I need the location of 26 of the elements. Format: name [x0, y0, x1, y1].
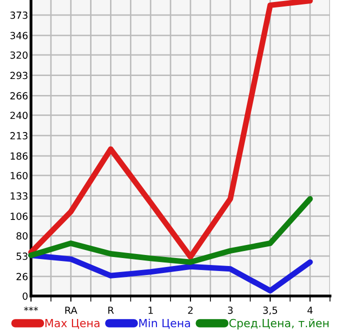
y-tick-label: 240	[10, 112, 28, 120]
x-tick-label: 1	[148, 306, 153, 314]
x-tick-label: 2	[188, 306, 193, 314]
y-tick-label: 293	[10, 72, 28, 80]
y-tick-label: 373	[10, 12, 28, 19]
y-tick-label: 160	[10, 172, 28, 180]
y-tick-label: 0	[22, 292, 28, 300]
y-tick-label: 213	[10, 132, 28, 140]
legend-label: Max Цена	[45, 319, 100, 329]
y-tick-label: 133	[10, 192, 28, 200]
x-tick-label: R	[108, 306, 114, 314]
y-tick-label: 266	[10, 92, 28, 100]
y-tick-label: 26	[16, 272, 28, 280]
x-tick-label: 3	[228, 306, 233, 314]
x-tick-label: 3,5	[263, 306, 278, 315]
y-tick-label: 106	[10, 212, 28, 220]
x-tick-label: RA	[65, 306, 78, 314]
y-tick-label: 80	[16, 232, 28, 240]
legend-label: Сред.Цена, т.йен	[229, 318, 329, 330]
y-tick-label: 346	[10, 32, 28, 40]
y-tick-label: 53	[16, 252, 28, 260]
y-tick-label: 320	[10, 51, 28, 59]
y-tick-label: 186	[10, 152, 28, 160]
legend-label: Min Цена	[139, 318, 190, 329]
x-tick-label: 4	[307, 306, 313, 314]
x-tick-label: ***	[24, 306, 38, 312]
